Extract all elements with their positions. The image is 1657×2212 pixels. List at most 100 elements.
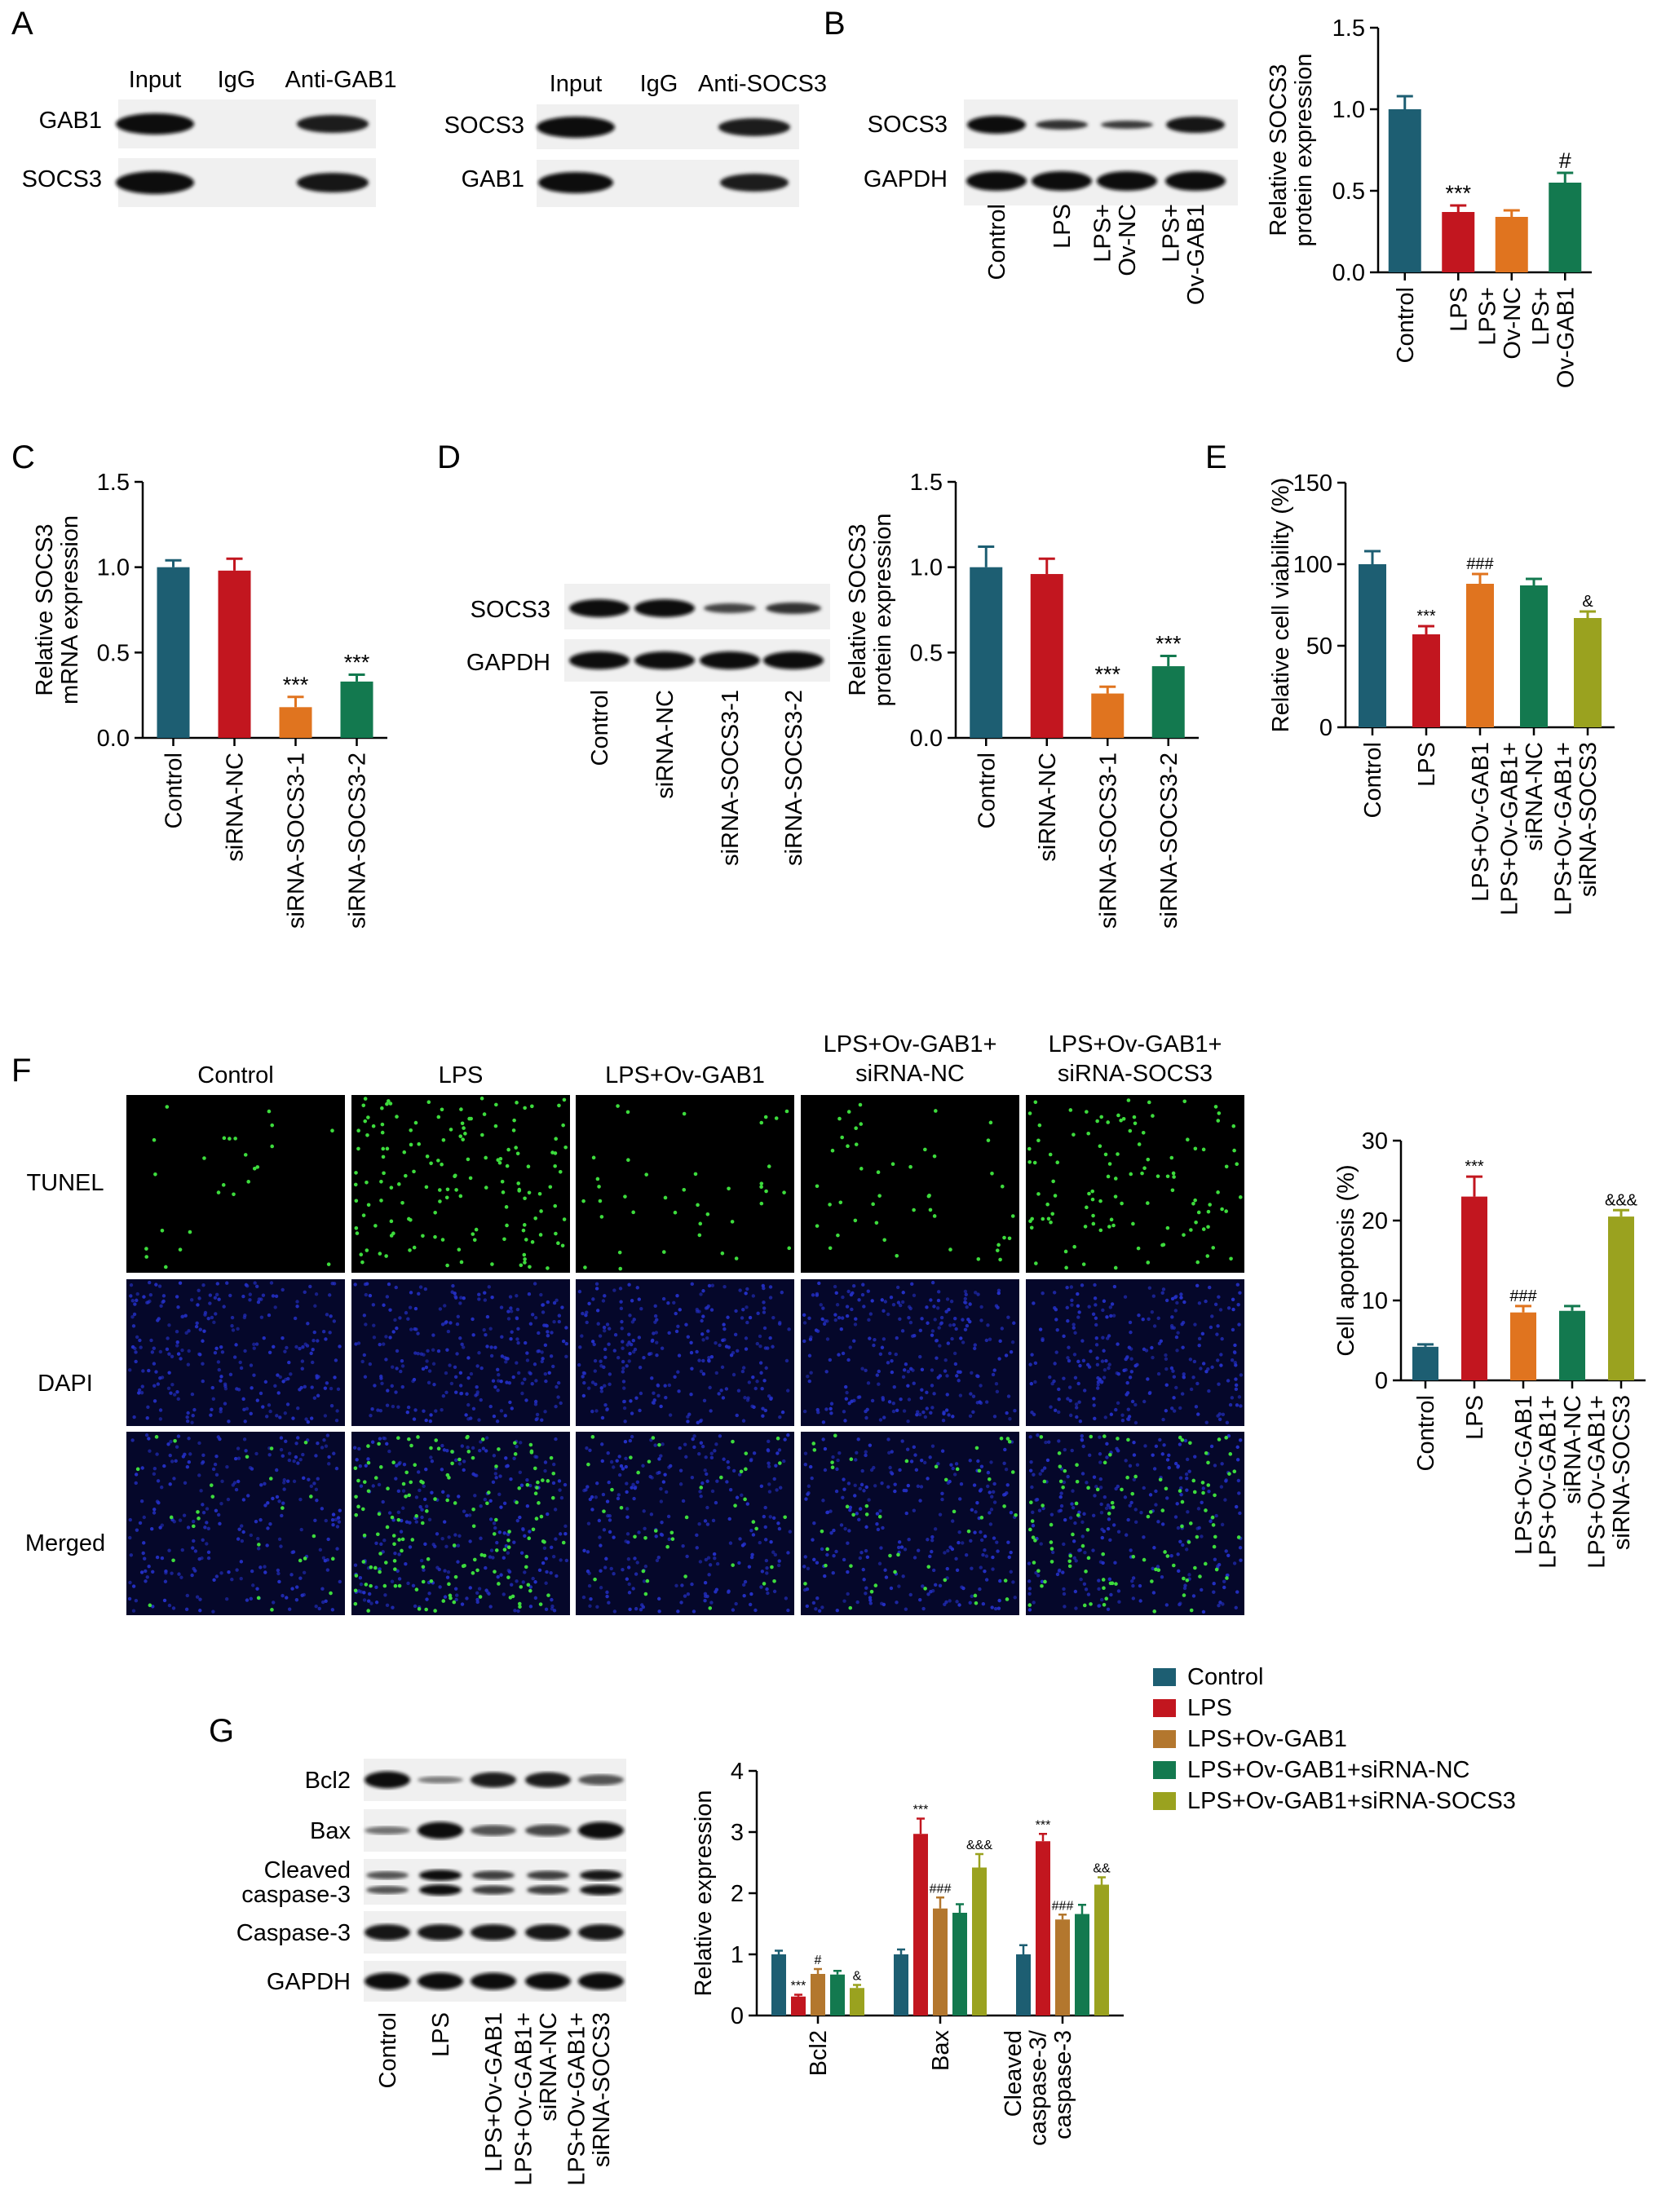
- dapi-nucleus: [833, 1318, 837, 1322]
- dapi-nucleus: [851, 1283, 856, 1288]
- panel-d-blot: SOCS3 GAPDH Control siRNA-NC siRNA-SOCS3-1…: [466, 584, 830, 866]
- dapi-nucleus: [1179, 1292, 1183, 1296]
- tunel-positive-cell: [767, 1164, 771, 1168]
- dapi-nucleus: [287, 1607, 292, 1611]
- dapi-nucleus: [807, 1316, 811, 1320]
- tunel-positive-cell: [1185, 1578, 1190, 1583]
- tunel-positive-cell: [1049, 1522, 1054, 1527]
- dapi-nucleus: [1094, 1322, 1098, 1327]
- band: [418, 1972, 463, 1990]
- dapi-nucleus: [564, 1558, 569, 1563]
- dapi-nucleus: [496, 1389, 500, 1393]
- dapi-nucleus: [803, 1463, 807, 1467]
- dapi-nucleus: [974, 1291, 978, 1295]
- dapi-nucleus: [429, 1413, 433, 1417]
- tunel-positive-cell: [165, 1105, 170, 1109]
- dapi-nucleus: [717, 1392, 721, 1396]
- dapi-nucleus: [1068, 1398, 1072, 1403]
- micrograph-tunel: [351, 1095, 570, 1273]
- dapi-nucleus: [190, 1392, 195, 1397]
- dapi-nucleus: [704, 1557, 709, 1562]
- dapi-nucleus: [996, 1291, 1001, 1296]
- dapi-nucleus: [782, 1459, 786, 1464]
- tunel-positive-cell: [849, 1457, 854, 1461]
- dapi-nucleus: [585, 1310, 589, 1314]
- tunel-positive-cell: [148, 1603, 152, 1608]
- tunel-positive-cell: [330, 1128, 334, 1133]
- dapi-nucleus: [594, 1287, 599, 1291]
- y-tick-label: 1: [731, 1942, 744, 1968]
- dapi-nucleus: [1000, 1327, 1005, 1331]
- tunel-positive-cell: [513, 1441, 517, 1446]
- dapi-nucleus: [762, 1300, 766, 1305]
- dapi-nucleus: [998, 1339, 1002, 1344]
- x-tick-label-line: Control: [974, 753, 1000, 829]
- dapi-nucleus: [600, 1459, 604, 1464]
- dapi-nucleus: [560, 1305, 564, 1309]
- dapi-nucleus: [701, 1289, 705, 1293]
- dapi-nucleus: [276, 1373, 280, 1377]
- tunel-positive-cell: [376, 1532, 380, 1537]
- dapi-nucleus: [278, 1415, 282, 1419]
- dapi-nucleus: [961, 1541, 965, 1545]
- dapi-nucleus: [1004, 1353, 1009, 1358]
- tunel-positive-cell: [751, 1520, 756, 1524]
- dapi-nucleus: [710, 1489, 715, 1494]
- dapi-nucleus: [214, 1508, 219, 1513]
- dapi-nucleus: [926, 1321, 930, 1325]
- dapi-nucleus: [1076, 1359, 1080, 1364]
- dapi-nucleus: [930, 1384, 935, 1388]
- tunel-positive-cell: [429, 1161, 433, 1166]
- tunel-positive-cell: [530, 1240, 535, 1244]
- dapi-nucleus: [728, 1487, 733, 1492]
- blot-row-label: SOCS3: [868, 112, 948, 138]
- dapi-nucleus: [864, 1548, 868, 1553]
- dapi-nucleus: [820, 1547, 824, 1552]
- tunel-positive-cell: [830, 1460, 834, 1464]
- x-tick-label: LPS: [1446, 287, 1472, 332]
- tunel-positive-cell: [492, 1532, 497, 1536]
- dapi-nucleus: [225, 1464, 229, 1469]
- dapi-nucleus: [317, 1606, 321, 1611]
- dapi-nucleus: [1086, 1592, 1091, 1596]
- dapi-nucleus: [1082, 1389, 1087, 1393]
- x-tick-label-line: LPS: [1414, 742, 1440, 787]
- dapi-nucleus: [445, 1449, 449, 1453]
- dapi-nucleus: [722, 1322, 726, 1327]
- dapi-nucleus: [458, 1371, 463, 1375]
- tunel-positive-cell: [1095, 1119, 1099, 1124]
- tunel-positive-cell: [365, 1248, 369, 1252]
- tunel-positive-cell: [775, 1436, 780, 1441]
- dapi-nucleus: [328, 1331, 332, 1335]
- dapi-nucleus: [970, 1594, 974, 1598]
- dapi-nucleus: [381, 1499, 385, 1504]
- band: [1097, 171, 1157, 191]
- tunel-positive-cell: [1090, 1197, 1095, 1202]
- dapi-nucleus: [254, 1342, 259, 1346]
- dapi-nucleus: [1039, 1542, 1043, 1546]
- dapi-nucleus: [1044, 1440, 1048, 1445]
- x-tick-label-line: siRNA-SOCS3: [1609, 1395, 1635, 1550]
- dapi-nucleus: [1104, 1358, 1108, 1363]
- dapi-nucleus: [580, 1334, 584, 1338]
- panel-b-lane-labels: Control LPS LPS+Ov-NC LPS+Ov-GAB1: [984, 204, 1209, 305]
- bar: [1091, 693, 1125, 738]
- dapi-nucleus: [760, 1386, 764, 1391]
- dapi-nucleus: [1106, 1607, 1111, 1611]
- tunel-positive-cell: [457, 1457, 462, 1462]
- blot-row-label: GAB1: [39, 108, 102, 134]
- tunel-positive-cell: [453, 1501, 457, 1505]
- dapi-nucleus: [520, 1381, 524, 1385]
- dapi-nucleus: [599, 1359, 603, 1363]
- dapi-nucleus: [525, 1351, 529, 1355]
- dapi-nucleus: [1178, 1406, 1182, 1411]
- dapi-nucleus: [981, 1601, 986, 1606]
- dapi-nucleus: [374, 1541, 378, 1545]
- tunel-positive-cell: [1116, 1113, 1120, 1118]
- tunel-positive-cell: [494, 1102, 498, 1107]
- dapi-nucleus: [1164, 1366, 1169, 1371]
- dapi-nucleus: [558, 1532, 563, 1536]
- dapi-nucleus: [740, 1493, 744, 1497]
- dapi-nucleus: [865, 1555, 870, 1559]
